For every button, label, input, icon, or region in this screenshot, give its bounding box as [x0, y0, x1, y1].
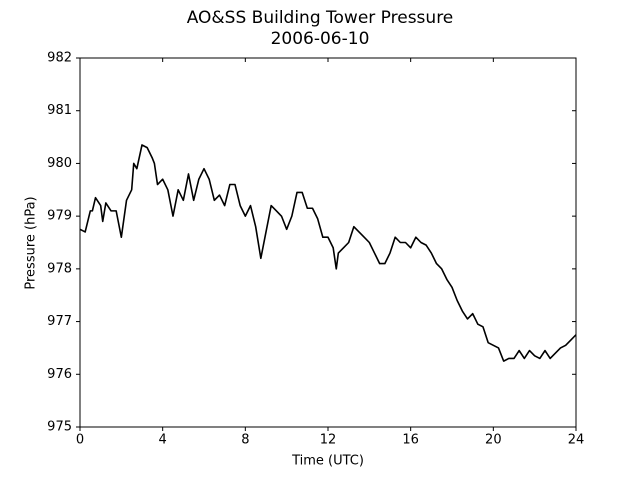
x-tick-label: 24 [568, 433, 585, 448]
x-tick-label: 12 [320, 433, 337, 448]
y-tick-label: 977 [47, 314, 72, 329]
y-tick-label: 978 [47, 261, 72, 276]
x-tick-label: 4 [159, 433, 167, 448]
plot-frame [79, 57, 577, 428]
y-tick-label: 981 [47, 103, 72, 118]
y-tick-label: 980 [47, 156, 72, 171]
y-tick-label: 982 [47, 51, 72, 66]
data-line [79, 144, 577, 362]
x-axis-label: Time (UTC) [291, 454, 364, 469]
x-tick-label: 8 [241, 433, 249, 448]
chart-title: AO&SS Building Tower Pressure [187, 8, 454, 28]
x-tick-label: 0 [76, 433, 84, 448]
y-tick-label: 976 [47, 367, 72, 382]
y-tick-label: 975 [47, 420, 72, 435]
chart-subtitle: 2006-06-10 [271, 29, 370, 49]
y-tick-label: 979 [47, 209, 72, 224]
x-tick-label: 20 [485, 433, 502, 448]
x-tick-label: 16 [402, 433, 419, 448]
y-axis-label: Pressure (hPa) [24, 196, 39, 289]
